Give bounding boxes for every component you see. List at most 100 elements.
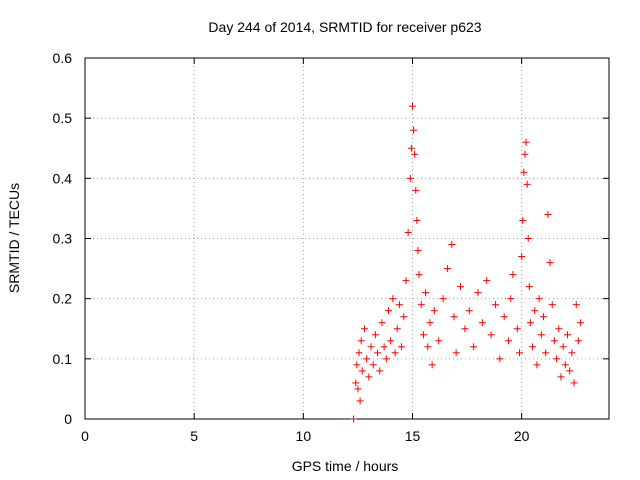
data-point-marker — [557, 373, 565, 381]
data-point-marker — [404, 228, 412, 236]
data-point-marker — [395, 301, 403, 309]
y-tick-label: 0.3 — [53, 231, 73, 247]
data-point-marker — [519, 216, 527, 224]
axis-ticks: 0 5 10 15 20 0 0.1 0.2 0.3 0.4 0.5 0.6 — [53, 50, 609, 444]
data-point-marker — [553, 355, 561, 363]
data-point-marker — [529, 343, 537, 351]
data-point-marker — [355, 349, 363, 357]
data-point-marker — [367, 343, 375, 351]
x-tick-label: 0 — [81, 428, 89, 444]
data-point-marker — [398, 343, 406, 351]
data-point-marker — [402, 277, 410, 285]
data-point-marker — [450, 313, 458, 321]
data-point-marker — [515, 349, 523, 357]
data-point-marker — [443, 265, 451, 273]
data-point-marker — [411, 150, 419, 158]
data-point-marker — [465, 307, 473, 315]
data-point-marker — [574, 337, 582, 345]
data-point-marker — [524, 235, 532, 242]
y-tick-label: 0 — [64, 411, 72, 427]
data-point-marker — [522, 138, 530, 146]
data-point-marker — [452, 349, 460, 357]
data-point-marker — [387, 337, 395, 345]
data-point-marker — [357, 337, 365, 345]
data-point-marker — [564, 331, 572, 339]
data-point-marker — [566, 367, 574, 375]
data-point-marker — [422, 289, 430, 297]
x-tick-label: 20 — [514, 428, 530, 444]
data-point-marker — [382, 355, 390, 363]
data-points — [350, 102, 585, 423]
data-point-marker — [537, 331, 545, 339]
data-point-marker — [525, 283, 533, 291]
data-point-marker — [415, 271, 423, 279]
data-point-marker — [507, 295, 515, 303]
data-point-marker — [363, 355, 371, 363]
data-point-marker — [491, 301, 499, 309]
data-point-marker — [417, 301, 425, 309]
data-point-marker — [457, 283, 465, 291]
data-point-marker — [533, 361, 541, 369]
data-point-marker — [378, 319, 386, 327]
data-point-marker — [400, 313, 408, 321]
data-point-marker — [407, 144, 415, 152]
y-tick-label: 0.5 — [53, 110, 73, 126]
data-point-marker — [413, 216, 421, 224]
y-tick-label: 0.6 — [53, 50, 73, 66]
data-point-marker — [500, 313, 508, 321]
data-point-marker — [439, 295, 447, 303]
data-point-marker — [483, 277, 491, 285]
x-tick-label: 5 — [190, 428, 198, 444]
data-point-marker — [376, 367, 384, 375]
data-point-marker — [474, 289, 482, 297]
data-point-marker — [448, 241, 456, 249]
data-point-marker — [561, 361, 569, 369]
data-point-marker — [496, 355, 504, 363]
data-point-marker — [535, 295, 543, 303]
data-point-marker — [412, 186, 420, 194]
data-point-marker — [358, 367, 366, 375]
data-point-marker — [419, 331, 427, 339]
y-tick-label: 0.1 — [53, 351, 73, 367]
data-point-marker — [509, 271, 517, 279]
data-point-marker — [572, 301, 580, 309]
data-point-marker — [406, 174, 414, 182]
data-point-marker — [540, 313, 547, 321]
data-point-marker — [384, 307, 392, 315]
y-tick-label: 0.2 — [53, 291, 73, 307]
data-point-marker — [380, 343, 388, 351]
data-point-marker — [409, 102, 416, 110]
data-point-marker — [577, 319, 585, 327]
data-point-marker — [354, 385, 362, 393]
data-point-marker — [518, 253, 526, 261]
x-tick-label: 15 — [405, 428, 421, 444]
data-point-marker — [570, 379, 578, 387]
data-point-marker — [426, 319, 434, 327]
data-point-marker — [559, 343, 567, 351]
data-point-marker — [435, 337, 443, 345]
data-point-marker — [389, 295, 397, 303]
y-tick-label: 0.4 — [53, 170, 73, 186]
data-point-marker — [369, 361, 377, 369]
data-point-marker — [352, 379, 360, 387]
data-point-marker — [523, 180, 531, 188]
data-point-marker — [424, 343, 432, 351]
data-point-marker — [520, 168, 528, 176]
data-point-marker — [546, 259, 554, 267]
y-axis-title: SRMTID / TECUs — [6, 183, 22, 293]
data-point-marker — [371, 331, 379, 339]
data-point-marker — [430, 307, 438, 315]
x-tick-label: 10 — [296, 428, 312, 444]
data-point-marker — [350, 415, 358, 423]
data-point-marker — [550, 337, 558, 345]
data-point-marker — [555, 325, 563, 333]
data-point-marker — [478, 319, 486, 327]
data-point-marker — [526, 319, 534, 327]
data-point-marker — [521, 150, 529, 158]
data-point-marker — [393, 325, 401, 333]
data-point-marker — [487, 331, 495, 339]
data-point-marker — [360, 325, 368, 333]
data-point-marker — [461, 325, 469, 333]
chart-title: Day 244 of 2014, SRMTID for receiver p62… — [208, 19, 481, 35]
data-point-marker — [470, 343, 478, 351]
